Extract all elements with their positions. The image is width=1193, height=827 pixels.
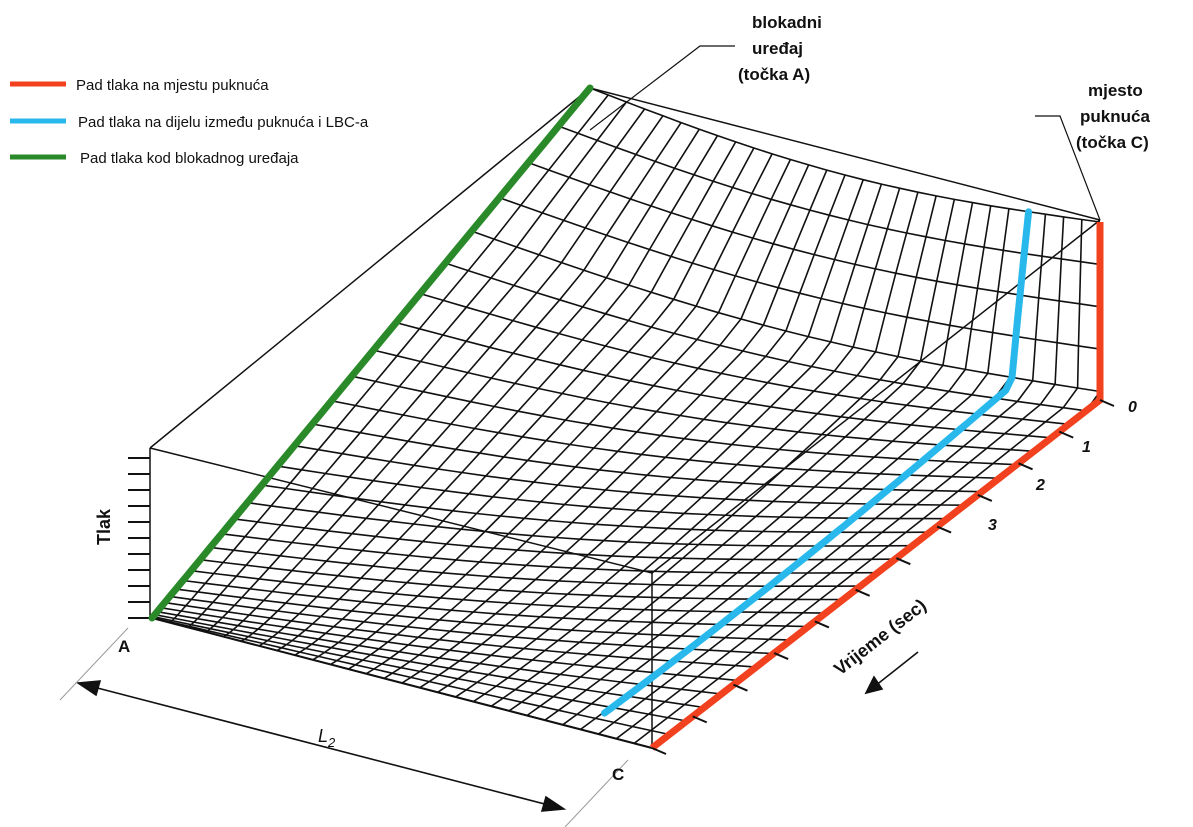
time-tick [733, 683, 748, 692]
callout-blocking-device: blokadni uređaj (točka A) [738, 13, 822, 84]
callout-blocking-device-line-1: blokadni [752, 13, 822, 32]
surface-back-edge [151, 617, 653, 749]
callout-blocking-device-line-2: uređaj [752, 39, 803, 58]
mesh-line-across [419, 292, 1069, 426]
length-arrowhead-right [540, 795, 567, 812]
mesh-line-across [528, 161, 1101, 308]
length-dimension-line [81, 683, 561, 809]
time-tick [651, 747, 667, 755]
mesh-line-along [258, 128, 700, 647]
point-c-label: C [612, 765, 624, 784]
mesh-line-along [562, 208, 1010, 726]
length-dimension [59, 627, 629, 827]
mesh-line-along [347, 159, 792, 670]
mesh-line-along [455, 187, 901, 698]
bounding-box [149, 87, 1101, 748]
mesh-line-across [294, 444, 965, 506]
mesh-line-along [633, 219, 1083, 745]
legend: Pad tlaka na mjestu puknuća Pad tlaka na… [10, 77, 369, 167]
callout-leader-blocking-device [589, 45, 735, 131]
box-edge-left-top [149, 87, 591, 449]
mesh-line-along [222, 115, 664, 638]
mesh-line-along [276, 135, 719, 652]
time-tick [1099, 399, 1115, 407]
mesh-line-along [490, 195, 937, 707]
mesh-line-along [187, 101, 628, 628]
time-axis-ticks [651, 399, 1115, 755]
length-extension-right [564, 759, 629, 827]
callout-rupture-site-line-1: mjesto [1088, 81, 1143, 100]
legend-label-red: Pad tlaka na mjestu puknuća [76, 77, 269, 94]
box-edge-top-back [589, 87, 1101, 221]
legend-label-blue: Pad tlaka na dijelu između puknuća i LBC… [78, 114, 369, 131]
pressure-axis-title: Tlak [94, 508, 114, 545]
mesh-line-along [508, 199, 956, 712]
time-tick [692, 715, 708, 724]
mesh-line-along [419, 179, 864, 689]
callout-rupture-site-line-3: (točka C) [1076, 133, 1149, 152]
pressure-axis-ticks [128, 457, 150, 619]
blue-curve-intermediate [601, 208, 1033, 717]
length-extension-left [59, 627, 129, 701]
mesh-line-along [401, 174, 846, 684]
mesh-line-along [205, 108, 646, 633]
mesh-line-along [526, 202, 974, 717]
time-tick-label-3: 3 [988, 517, 997, 534]
time-tick [1018, 462, 1033, 471]
mesh-line-across [277, 465, 948, 520]
point-a-label: A [118, 637, 130, 656]
mesh-line-along [472, 191, 919, 703]
time-axis-title: Vrijeme (sec) [830, 595, 930, 679]
length-label-subscript: 2 [327, 735, 336, 750]
mesh-line-along [615, 216, 1065, 740]
time-tick [936, 525, 952, 534]
callout-rupture-site-line-2: puknuća [1080, 107, 1150, 126]
time-direction-arrow [864, 651, 919, 695]
mesh-line-along [597, 214, 1047, 735]
time-tick [895, 557, 911, 566]
mesh-line-along [437, 183, 883, 693]
box-edge-diagonal [651, 219, 1101, 574]
time-tick [977, 493, 993, 502]
mesh-line-along [365, 164, 810, 675]
time-tick [1058, 430, 1074, 439]
mesh-line-across [558, 125, 1101, 266]
mesh-line-along [294, 141, 737, 656]
time-tick [855, 588, 871, 597]
red-curve-rupture-site [649, 222, 1104, 751]
callout-leader-rupture-site [1035, 115, 1101, 221]
time-tick-label-1: 1 [1082, 439, 1091, 456]
time-tick-label-2: 2 [1035, 477, 1045, 494]
callout-rupture-site: mjesto puknuća (točka C) [1076, 81, 1150, 152]
mesh-line-along [240, 122, 682, 642]
time-tick-label-0: 0 [1128, 399, 1137, 416]
mesh-line-along [651, 222, 1101, 749]
mesh-line-along [544, 205, 992, 721]
mesh-line-along [312, 147, 755, 661]
box-edge-top-front [149, 447, 653, 574]
callout-blocking-device-line-3: (točka A) [738, 65, 810, 84]
legend-label-green: Pad tlaka kod blokadnog uređaja [80, 150, 299, 167]
mesh-line-along [330, 153, 773, 666]
surface-mesh [151, 87, 1101, 749]
time-tick [814, 620, 830, 629]
length-label-main: L [318, 726, 328, 746]
length-arrowhead-left [75, 680, 102, 697]
mesh-line-along [169, 94, 609, 624]
time-arrowhead [864, 675, 884, 695]
mesh-line-along [383, 169, 828, 680]
mesh-line-across [152, 616, 670, 736]
green-curve-blocking-device [148, 84, 594, 622]
length-label: L2 [318, 726, 336, 750]
time-tick [773, 652, 789, 661]
